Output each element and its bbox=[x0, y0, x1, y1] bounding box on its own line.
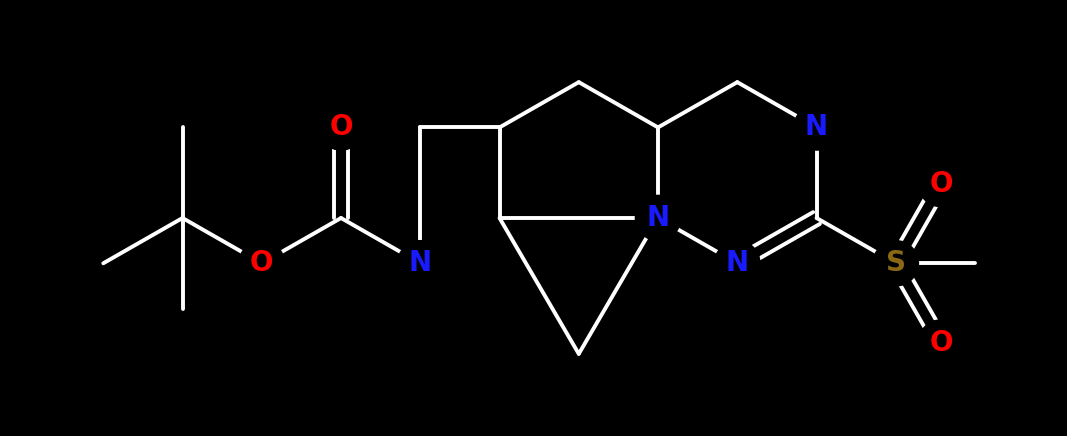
Text: N: N bbox=[647, 204, 670, 232]
Text: O: O bbox=[929, 170, 953, 198]
Circle shape bbox=[715, 241, 760, 286]
Circle shape bbox=[919, 320, 964, 365]
Text: N: N bbox=[726, 249, 749, 277]
Circle shape bbox=[873, 241, 919, 286]
Circle shape bbox=[398, 241, 443, 286]
Text: O: O bbox=[250, 249, 273, 277]
Text: N: N bbox=[805, 113, 828, 141]
Circle shape bbox=[794, 105, 839, 150]
Circle shape bbox=[919, 161, 964, 207]
Text: O: O bbox=[330, 113, 353, 141]
Text: N: N bbox=[409, 249, 432, 277]
Text: O: O bbox=[929, 329, 953, 357]
Circle shape bbox=[318, 105, 364, 150]
Text: S: S bbox=[886, 249, 906, 277]
Circle shape bbox=[635, 195, 681, 241]
Circle shape bbox=[239, 241, 285, 286]
